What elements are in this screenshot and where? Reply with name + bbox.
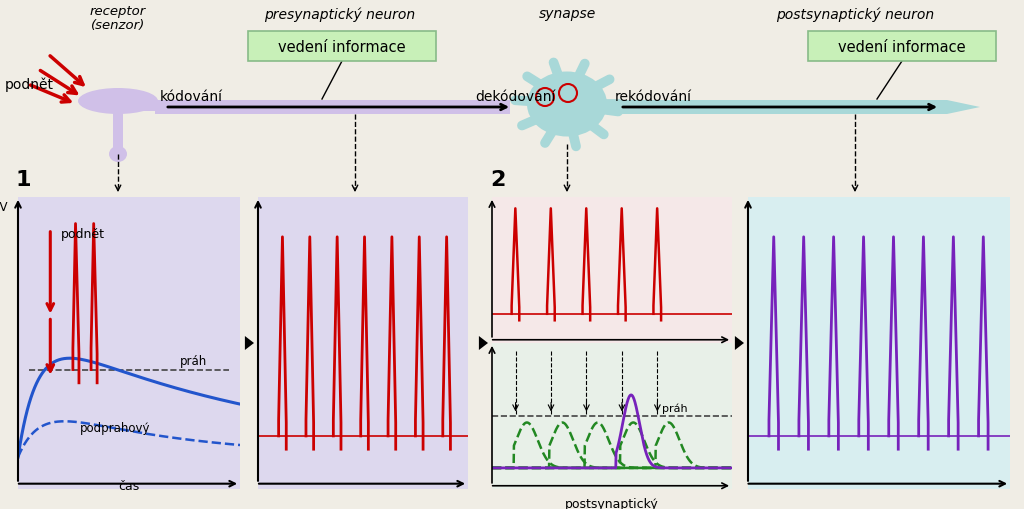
Polygon shape: [245, 336, 254, 350]
Text: mV: mV: [0, 201, 8, 214]
Text: podnět: podnět: [60, 228, 104, 240]
Polygon shape: [735, 336, 744, 350]
Text: dekódování: dekódování: [475, 90, 555, 104]
Bar: [138, 104, 158, 112]
Text: postsynaptický
potenciál: postsynaptický potenciál: [565, 497, 658, 509]
Text: presynaptický neuron: presynaptický neuron: [264, 7, 416, 21]
Bar: [248, 32, 436, 62]
Bar: [258, 197, 468, 489]
Text: 1: 1: [16, 169, 32, 190]
Text: receptor
(senzor): receptor (senzor): [90, 5, 146, 32]
Text: čas: čas: [119, 479, 139, 492]
Ellipse shape: [78, 89, 158, 115]
Text: postsynaptický neuron: postsynaptický neuron: [776, 7, 934, 21]
Text: práh: práh: [179, 355, 207, 367]
Text: 2: 2: [490, 169, 506, 190]
Bar: [18, 197, 240, 489]
Text: kódování: kódování: [160, 90, 223, 104]
Ellipse shape: [531, 76, 603, 134]
Bar: [113, 102, 123, 155]
Polygon shape: [947, 108, 980, 115]
Text: vedení informace: vedení informace: [279, 39, 406, 54]
Bar: [155, 101, 510, 115]
Bar: [808, 32, 996, 62]
Polygon shape: [479, 336, 488, 350]
Text: rekódování: rekódování: [615, 90, 692, 104]
Text: vedení informace: vedení informace: [839, 39, 966, 54]
Polygon shape: [947, 101, 980, 108]
Bar: [492, 197, 732, 344]
Bar: [607, 101, 947, 115]
Ellipse shape: [109, 147, 127, 163]
Text: podnět: podnět: [5, 77, 54, 92]
Text: podprahový: podprahový: [80, 421, 151, 434]
Text: práh: práh: [663, 403, 688, 413]
Text: synapse: synapse: [539, 7, 596, 21]
Ellipse shape: [527, 72, 607, 137]
Bar: [492, 344, 732, 489]
Bar: [748, 197, 1010, 489]
